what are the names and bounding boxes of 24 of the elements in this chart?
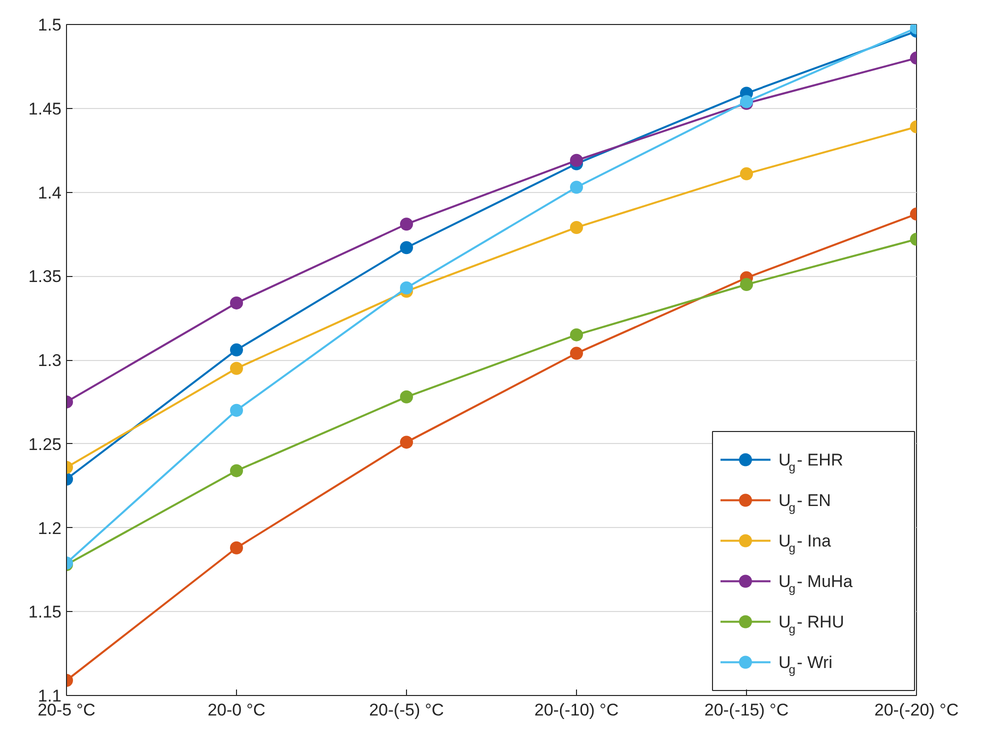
y-tick-label: 1.3: [38, 351, 62, 370]
x-tick-label: 20-(-5) °C: [369, 700, 444, 720]
point: [570, 220, 583, 234]
x-tick-label: 20-(-15) °C: [704, 700, 789, 720]
y-tick-label: 1.2: [38, 518, 62, 538]
y-tick-label: 1.45: [28, 99, 62, 118]
y-tick-label: 1.4: [38, 183, 62, 202]
point: [400, 436, 413, 449]
y-tick-label: 1.25: [28, 434, 62, 454]
point: [570, 346, 583, 360]
point: [400, 390, 413, 404]
y-tick-label: 1.15: [28, 602, 62, 622]
point: [570, 180, 583, 194]
x-tick-label: 20-5 °C: [38, 700, 96, 720]
x-tick-label: 20-0 °C: [208, 700, 266, 720]
point: [570, 328, 583, 342]
y-tick-label: 1.5: [38, 16, 62, 34]
point: [570, 154, 583, 167]
point: [400, 241, 413, 254]
x-tick-label: 20-(-20) °C: [874, 700, 959, 720]
x-tick-label: 20-(-10) °C: [534, 700, 619, 720]
y-tick-label: 1.35: [28, 267, 62, 286]
point: [400, 218, 413, 231]
point: [400, 281, 413, 294]
